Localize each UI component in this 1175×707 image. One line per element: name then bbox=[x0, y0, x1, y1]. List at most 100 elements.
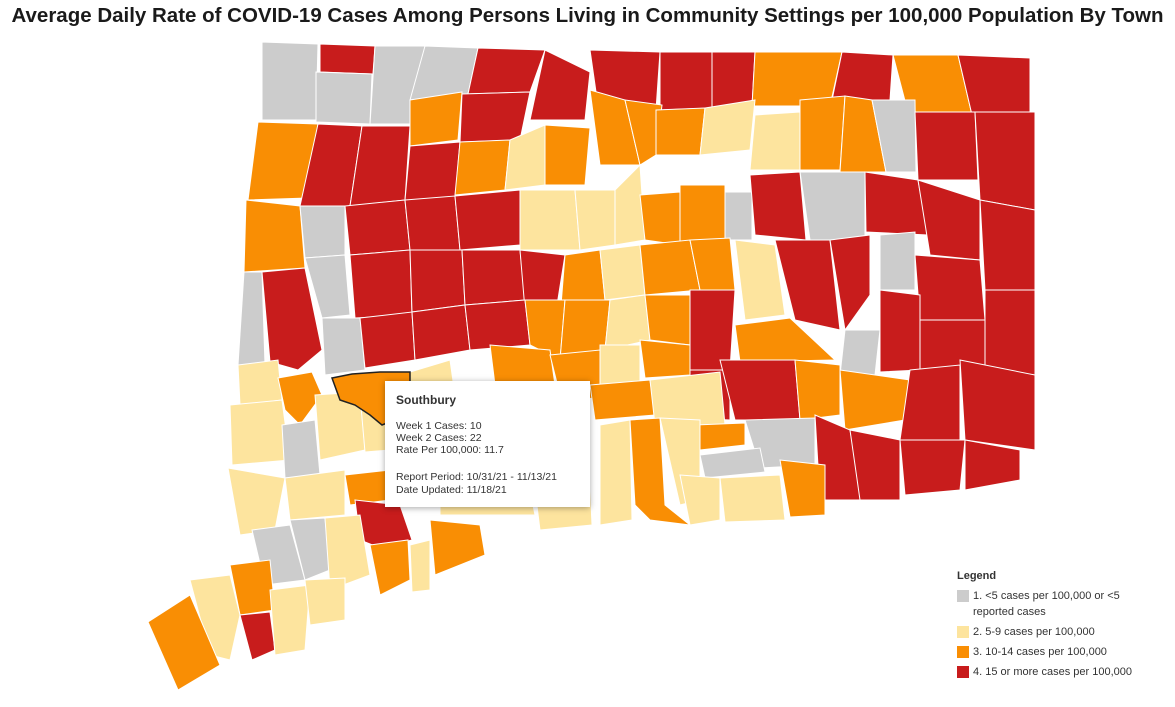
town-area[interactable] bbox=[779, 459, 826, 518]
town-area[interactable] bbox=[871, 99, 917, 173]
town-area[interactable] bbox=[724, 191, 753, 241]
town-area[interactable] bbox=[519, 189, 581, 251]
town-area[interactable] bbox=[639, 339, 691, 379]
town-area[interactable] bbox=[284, 469, 346, 521]
town-area[interactable] bbox=[599, 244, 646, 301]
town-area[interactable] bbox=[404, 195, 461, 251]
town-area[interactable] bbox=[984, 289, 1036, 376]
town-area[interactable] bbox=[699, 99, 756, 156]
town-area[interactable] bbox=[344, 199, 411, 256]
town-area[interactable] bbox=[467, 47, 546, 95]
town-area[interactable] bbox=[719, 359, 801, 421]
town-area[interactable] bbox=[237, 359, 283, 406]
town-area[interactable] bbox=[879, 289, 921, 373]
town-area[interactable] bbox=[774, 239, 841, 331]
town-area[interactable] bbox=[639, 239, 701, 296]
town-area[interactable] bbox=[711, 51, 756, 109]
town-area[interactable] bbox=[304, 254, 351, 319]
town-area[interactable] bbox=[409, 539, 431, 593]
town-area[interactable] bbox=[243, 199, 306, 273]
town-area[interactable] bbox=[464, 299, 531, 351]
town-area[interactable] bbox=[899, 439, 966, 496]
town-area[interactable] bbox=[304, 577, 346, 626]
town-area[interactable] bbox=[734, 317, 837, 363]
town-area[interactable] bbox=[794, 359, 841, 421]
town-area[interactable] bbox=[281, 419, 321, 479]
town-area[interactable] bbox=[829, 234, 871, 332]
town-area[interactable] bbox=[239, 611, 276, 661]
legend-swatch-2 bbox=[957, 626, 969, 638]
town-area[interactable] bbox=[899, 364, 961, 441]
town-area[interactable] bbox=[914, 111, 979, 181]
town-area[interactable] bbox=[959, 359, 1036, 451]
town-area[interactable] bbox=[719, 474, 786, 523]
town-area[interactable] bbox=[315, 71, 373, 125]
legend-label-2: 2. 5-9 cases per 100,000 bbox=[973, 626, 1095, 638]
town-area[interactable] bbox=[321, 317, 366, 376]
town-area[interactable] bbox=[694, 422, 746, 451]
town-area[interactable] bbox=[914, 254, 986, 321]
town-area[interactable] bbox=[319, 43, 376, 75]
tooltip-week2-cases: Week 2 Cases: 22 bbox=[396, 432, 482, 444]
town-area[interactable] bbox=[409, 249, 466, 313]
town-area[interactable] bbox=[679, 184, 726, 246]
town-area[interactable] bbox=[454, 139, 511, 196]
town-area[interactable] bbox=[411, 304, 471, 361]
town-area[interactable] bbox=[917, 179, 981, 261]
town-area[interactable] bbox=[147, 594, 221, 691]
town-area[interactable] bbox=[369, 539, 411, 596]
town-area[interactable] bbox=[461, 249, 526, 306]
town-area[interactable] bbox=[734, 239, 786, 321]
town-area[interactable] bbox=[599, 419, 633, 526]
town-area[interactable] bbox=[659, 51, 713, 111]
town-area[interactable] bbox=[574, 189, 616, 251]
town-area[interactable] bbox=[429, 519, 486, 576]
town-area[interactable] bbox=[831, 51, 894, 101]
town-area[interactable] bbox=[849, 429, 901, 501]
town-area[interactable] bbox=[974, 111, 1036, 211]
town-area[interactable] bbox=[799, 171, 866, 241]
town-area[interactable] bbox=[324, 514, 371, 591]
town-area[interactable] bbox=[404, 141, 461, 201]
town-area[interactable] bbox=[269, 584, 311, 656]
town-area[interactable] bbox=[409, 91, 463, 147]
town-area[interactable] bbox=[359, 311, 416, 369]
town-area[interactable] bbox=[649, 371, 726, 426]
town-area[interactable] bbox=[679, 474, 721, 526]
town-area[interactable] bbox=[689, 289, 736, 371]
town-area[interactable] bbox=[227, 467, 286, 536]
town-area[interactable] bbox=[839, 329, 881, 376]
town-area[interactable] bbox=[454, 189, 521, 251]
legend: Legend 1. <5 cases per 100,000 or <5 rep… bbox=[957, 570, 1157, 684]
town-area[interactable] bbox=[489, 344, 556, 386]
town-area[interactable] bbox=[459, 91, 531, 143]
town-area[interactable] bbox=[749, 111, 801, 171]
town-area[interactable] bbox=[655, 107, 706, 156]
town-area[interactable] bbox=[229, 399, 291, 466]
town-area[interactable] bbox=[349, 249, 413, 319]
legend-title: Legend bbox=[957, 570, 997, 582]
town-area[interactable] bbox=[237, 271, 266, 366]
town-area[interactable] bbox=[344, 469, 391, 506]
town-area[interactable] bbox=[644, 294, 691, 346]
town-area[interactable] bbox=[589, 379, 656, 421]
town-area[interactable] bbox=[919, 319, 986, 371]
town-area[interactable] bbox=[544, 124, 591, 186]
town-area[interactable] bbox=[261, 267, 323, 371]
town-area[interactable] bbox=[699, 447, 766, 479]
town-area[interactable] bbox=[979, 199, 1036, 291]
tooltip-report-period: Report Period: 10/31/21 - 11/13/21 bbox=[396, 471, 557, 483]
town-area[interactable] bbox=[277, 371, 323, 426]
town-area[interactable] bbox=[964, 439, 1021, 491]
town-area[interactable] bbox=[799, 95, 846, 171]
town-area[interactable] bbox=[299, 205, 346, 259]
town-area[interactable] bbox=[639, 191, 681, 246]
town-area[interactable] bbox=[749, 171, 807, 241]
town-area[interactable] bbox=[614, 163, 646, 246]
town-area[interactable] bbox=[879, 231, 916, 291]
town-area[interactable] bbox=[261, 41, 319, 121]
town-area[interactable] bbox=[529, 49, 591, 121]
town-area[interactable] bbox=[839, 369, 911, 431]
tooltip-town-name: Southbury bbox=[396, 393, 456, 407]
